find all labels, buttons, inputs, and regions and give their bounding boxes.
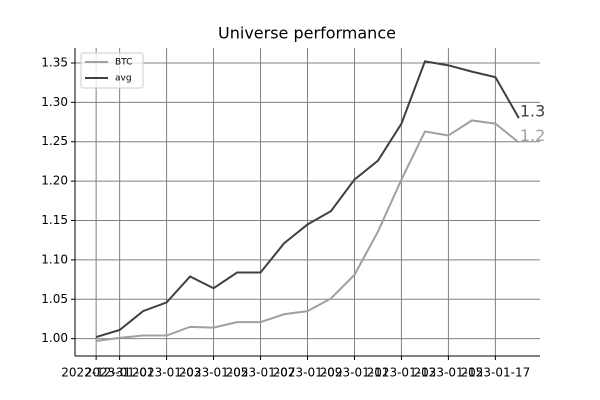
legend-label: BTC: [115, 58, 132, 68]
y-tick-label: 1.15: [41, 213, 68, 227]
y-tick-label: 1.00: [41, 331, 68, 345]
legend-box: [80, 52, 144, 89]
y-tick-label: 1.30: [41, 95, 68, 109]
x-tick-label: 2023-01-15: [414, 366, 484, 380]
series-line: [96, 119, 520, 343]
legend: BTC avg: [80, 52, 144, 89]
y-tick-label: 1.20: [41, 174, 68, 188]
x-tick-label: 2023-01-07: [226, 366, 296, 380]
x-tick-label: 2023-01-09: [273, 366, 343, 380]
y-tick-label: 1.25: [41, 134, 68, 148]
x-tick-label: 2023-01-01: [85, 366, 155, 380]
end-label: 1.3: [520, 102, 545, 121]
y-tick-label: 1.10: [41, 252, 68, 266]
x-tick-label: 2023-01-11: [320, 366, 390, 380]
x-tick-label: 2022-12-31: [61, 366, 131, 380]
legend-label: avg: [115, 74, 132, 84]
x-tick-label: 2023-01-13: [367, 366, 437, 380]
x-tick-label: 2023-01-03: [132, 366, 202, 380]
y-tick-label: 1.35: [41, 55, 68, 69]
x-tick-label: 2023-01-05: [179, 366, 249, 380]
end-label: 1.2: [520, 126, 545, 145]
series-line: [95, 60, 520, 339]
chart-title: Universe performance: [218, 24, 396, 43]
x-tick-label: 2023-01-17: [461, 366, 531, 380]
y-tick-label: 1.05: [41, 292, 68, 306]
